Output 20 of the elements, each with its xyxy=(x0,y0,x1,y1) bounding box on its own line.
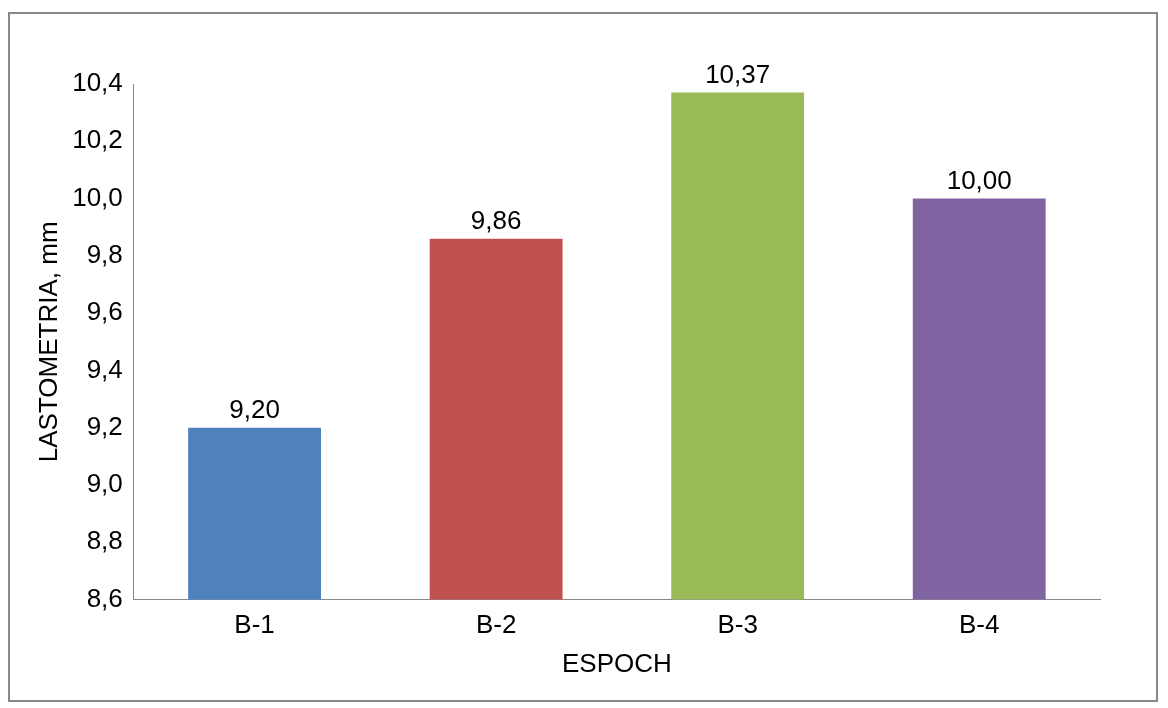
y-tick-label: 10,2 xyxy=(72,124,123,155)
x-axis-title: ESPOCH xyxy=(562,647,672,678)
y-tick-label: 9,2 xyxy=(86,410,123,441)
y-tick-label: 8,6 xyxy=(86,582,123,613)
x-tick-label: B-1 xyxy=(234,609,275,640)
data-label: 9,86 xyxy=(470,204,522,235)
data-label: 9,20 xyxy=(229,393,280,424)
y-tick-label: 9,4 xyxy=(86,353,123,384)
y-tick-label: 10,0 xyxy=(72,181,123,212)
y-tick-label: 8,8 xyxy=(86,525,123,556)
y-tick-label: 9,0 xyxy=(86,468,123,499)
x-tick-label: B-2 xyxy=(475,609,517,640)
data-label: 10,37 xyxy=(705,58,771,89)
y-tick-label: 9,6 xyxy=(86,296,123,327)
y-axis-title: LASTOMETRIA, mm xyxy=(32,221,63,463)
y-tick-label: 9,8 xyxy=(86,239,123,270)
x-tick-label: B-4 xyxy=(958,609,1000,640)
y-tick-label: 10,4 xyxy=(72,67,123,98)
x-tick-label: B-3 xyxy=(717,609,758,640)
data-label: 10,00 xyxy=(946,164,1012,195)
